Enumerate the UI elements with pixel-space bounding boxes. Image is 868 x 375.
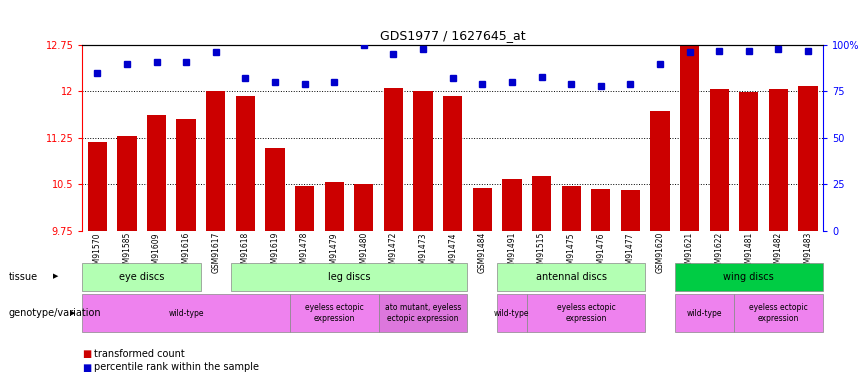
Bar xyxy=(799,87,818,231)
Text: eyeless ectopic
expression: eyeless ectopic expression xyxy=(556,303,615,323)
Text: ■: ■ xyxy=(82,350,92,359)
Bar xyxy=(384,88,403,231)
Text: ato mutant, eyeless
ectopic expression: ato mutant, eyeless ectopic expression xyxy=(385,303,461,323)
Bar xyxy=(740,92,759,231)
Bar xyxy=(532,176,551,231)
Text: ■: ■ xyxy=(82,363,92,372)
Bar xyxy=(769,89,788,231)
Bar xyxy=(650,111,669,231)
Bar xyxy=(709,89,729,231)
Text: eyeless ectopic
expression: eyeless ectopic expression xyxy=(749,303,808,323)
Bar xyxy=(413,91,432,231)
Bar xyxy=(591,189,610,231)
Bar xyxy=(295,186,314,231)
Bar xyxy=(680,46,700,231)
Bar xyxy=(621,190,640,231)
Text: wild-type: wild-type xyxy=(168,309,204,318)
Text: wild-type: wild-type xyxy=(494,309,529,318)
Title: GDS1977 / 1627645_at: GDS1977 / 1627645_at xyxy=(380,30,525,42)
Text: ▶: ▶ xyxy=(53,274,58,280)
Bar xyxy=(147,115,166,231)
Bar xyxy=(562,186,581,231)
Text: tissue: tissue xyxy=(9,272,38,282)
Bar xyxy=(266,148,285,231)
Bar xyxy=(443,96,463,231)
Text: percentile rank within the sample: percentile rank within the sample xyxy=(94,363,259,372)
Text: ▶: ▶ xyxy=(70,310,76,316)
Bar xyxy=(325,182,344,231)
Bar xyxy=(88,142,107,231)
Bar xyxy=(117,136,136,231)
Bar xyxy=(176,119,196,231)
Bar xyxy=(473,188,492,231)
Text: leg discs: leg discs xyxy=(328,272,371,282)
Text: eyeless ectopic
expression: eyeless ectopic expression xyxy=(305,303,364,323)
Text: transformed count: transformed count xyxy=(94,350,185,359)
Text: antennal discs: antennal discs xyxy=(536,272,607,282)
Bar xyxy=(236,96,255,231)
Bar xyxy=(206,91,226,231)
Text: wing discs: wing discs xyxy=(723,272,774,282)
Text: genotype/variation: genotype/variation xyxy=(9,308,102,318)
Bar xyxy=(503,179,522,231)
Bar xyxy=(354,184,373,231)
Text: eye discs: eye discs xyxy=(119,272,164,282)
Text: wild-type: wild-type xyxy=(687,309,722,318)
